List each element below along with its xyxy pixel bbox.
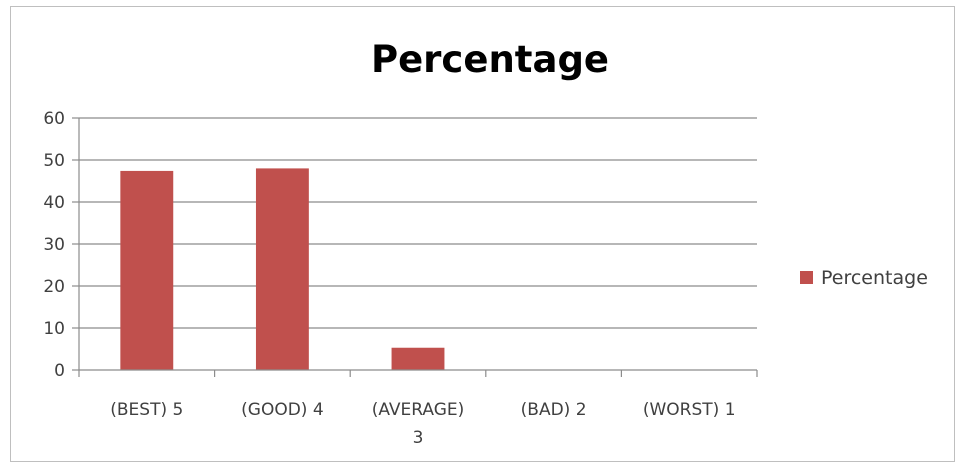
gridlines: [79, 117, 757, 329]
bar: [255, 168, 309, 370]
bar: [120, 170, 174, 370]
x-tick-label: (BEST) 5: [110, 400, 183, 420]
bars: [120, 168, 445, 370]
legend-swatch: [800, 271, 813, 284]
y-tick-label: 30: [43, 235, 65, 255]
y-tick-label: 20: [43, 277, 65, 297]
y-axis-ticks: 0 10 20 30 40 50 60: [43, 109, 79, 381]
legend: Percentage: [800, 267, 928, 289]
axes: [78, 118, 758, 377]
x-tick-label: (AVERAGE) 3: [372, 400, 465, 448]
y-tick-label: 60: [43, 109, 65, 129]
chart-title: Percentage: [371, 38, 609, 81]
y-tick-label: 10: [43, 319, 65, 339]
x-tick-label: (BAD) 2: [521, 400, 587, 420]
x-axis-ticks: (BEST) 5 (GOOD) 4 (AVERAGE) 3 (BAD) 2 (WORST)…: [110, 400, 735, 448]
y-tick-label: 40: [43, 193, 65, 213]
x-tick-label: (WORST) 1: [643, 400, 736, 420]
y-tick-label: 50: [43, 151, 65, 171]
y-tick-label: 0: [54, 361, 65, 381]
legend-label: Percentage: [821, 267, 928, 289]
bar: [391, 347, 445, 370]
x-tick-label: (GOOD) 4: [241, 400, 324, 420]
